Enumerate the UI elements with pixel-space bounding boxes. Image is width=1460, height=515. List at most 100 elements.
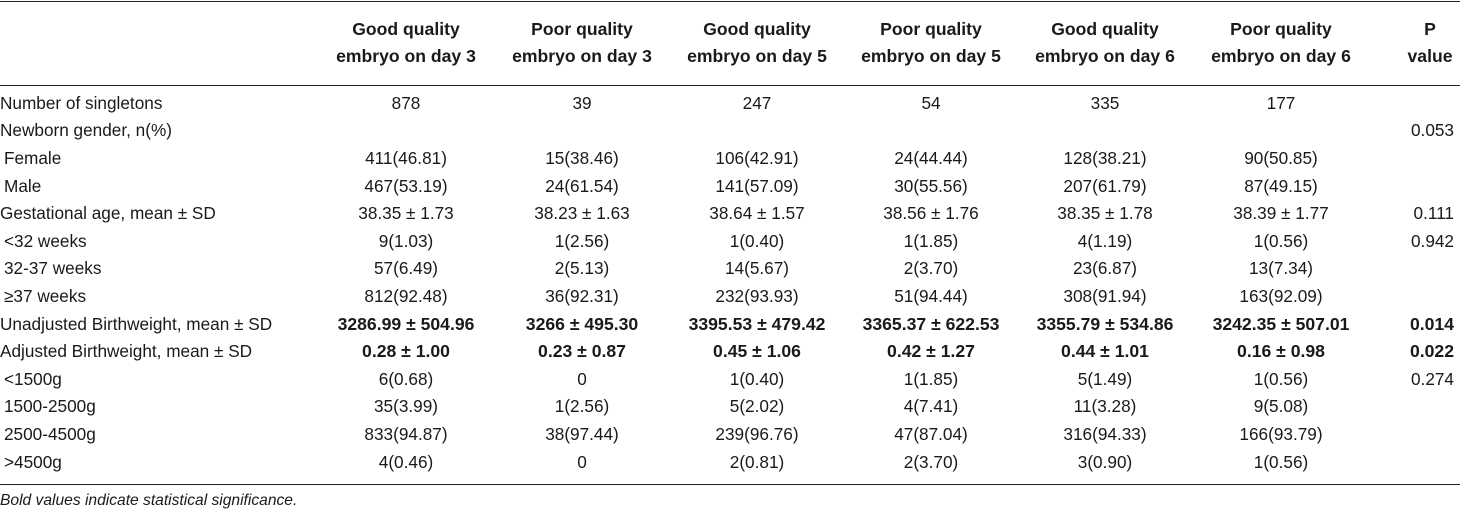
cell-p-value	[1370, 420, 1460, 448]
cell-value: 3266 ± 495.30	[525, 313, 639, 334]
cell-value: 878	[391, 92, 421, 113]
header-col-6: Poor quality embryo on day 6	[1211, 18, 1351, 66]
cell-value: 23(6.87)	[1072, 258, 1138, 279]
cell-value: 2(0.81)	[729, 451, 785, 472]
table-row: Unadjusted Birthweight, mean ± SD 3286.99…	[0, 310, 1460, 338]
cell-value: 54	[921, 92, 941, 113]
cell-value: 0	[577, 368, 587, 389]
cell-value	[318, 117, 494, 145]
row-label: >4500g	[4, 451, 62, 472]
table-row: Newborn gender, n(%) 0.053	[0, 117, 1460, 145]
cell-value: 30(55.56)	[894, 175, 968, 196]
cell-value: 13(7.34)	[1248, 258, 1314, 279]
cell-value: 11(3.28)	[1073, 396, 1137, 417]
cell-value: 3(0.90)	[1077, 451, 1133, 472]
cell-value: 1(0.40)	[729, 368, 785, 389]
cell-value: 90(50.85)	[1244, 147, 1318, 168]
cell-p-value	[1370, 172, 1460, 200]
cell-value: 3355.79 ± 534.86	[1036, 313, 1174, 334]
cell-value: 4(1.19)	[1077, 230, 1133, 251]
table-row: 1500-2500g 35(3.99) 1(2.56) 5(2.02) 4(7.41) 1…	[0, 393, 1460, 421]
results-table: Good quality embryo on day 3 Poor quality…	[0, 18, 1460, 475]
cell-value: 166(93.79)	[1239, 423, 1323, 444]
cell-p-value: 0.942	[1410, 230, 1454, 251]
cell-value: 36(92.31)	[545, 285, 619, 306]
cell-value: 141(57.09)	[715, 175, 799, 196]
cell-value: 247	[742, 92, 772, 113]
cell-value	[844, 117, 1018, 145]
cell-value: 0.23 ± 0.87	[538, 341, 626, 362]
cell-value: 316(94.33)	[1063, 423, 1147, 444]
header-col-4: Poor quality embryo on day 5	[861, 18, 1001, 66]
cell-value: 163(92.09)	[1239, 285, 1323, 306]
cell-p-value	[1370, 144, 1460, 172]
cell-value: 1(1.85)	[903, 368, 959, 389]
cell-value: 57(6.49)	[373, 258, 439, 279]
cell-value: 1(0.56)	[1253, 451, 1309, 472]
table-row: >4500g 4(0.46) 0 2(0.81) 2(3.70) 3(0.90) 1(0.5…	[0, 448, 1460, 476]
table-row: ≥37 weeks 812(92.48) 36(92.31) 232(93.93) 51…	[0, 282, 1460, 310]
header-col-1: Good quality embryo on day 3	[336, 18, 476, 66]
cell-value: 335	[1090, 92, 1120, 113]
table-row: Female 411(46.81) 15(38.46) 106(42.91) 24(44…	[0, 144, 1460, 172]
row-label: Newborn gender, n(%)	[0, 120, 172, 141]
cell-value: 38.35 ± 1.73	[358, 203, 454, 224]
table-body: Number of singletons 878 39 247 54 335 177 Newb…	[0, 89, 1460, 475]
cell-value: 5(1.49)	[1077, 368, 1133, 389]
row-label: 32-37 weeks	[4, 258, 102, 279]
cell-value: 9(5.08)	[1253, 396, 1309, 417]
table-row: 2500-4500g 833(94.87) 38(97.44) 239(96.76) 4…	[0, 420, 1460, 448]
cell-value: 2(3.70)	[903, 451, 959, 472]
cell-value: 1(1.85)	[903, 230, 959, 251]
cell-value: 2(3.70)	[903, 258, 959, 279]
cell-value: 106(42.91)	[715, 147, 799, 168]
cell-value: 3242.35 ± 507.01	[1212, 313, 1350, 334]
cell-value: 38.64 ± 1.57	[709, 203, 805, 224]
row-label: Unadjusted Birthweight, mean ± SD	[0, 313, 273, 334]
header-rule	[0, 85, 1460, 86]
cell-value: 239(96.76)	[715, 423, 799, 444]
cell-value: 38.56 ± 1.76	[883, 203, 979, 224]
cell-value	[1018, 117, 1192, 145]
cell-value: 51(94.44)	[894, 285, 968, 306]
cell-value: 38.35 ± 1.78	[1057, 203, 1153, 224]
row-label: Adjusted Birthweight, mean ± SD	[0, 341, 253, 362]
table-row: Number of singletons 878 39 247 54 335 177	[0, 89, 1460, 117]
cell-value: 1(0.56)	[1253, 230, 1309, 251]
table-row: Gestational age, mean ± SD 38.35 ± 1.73 38…	[0, 199, 1460, 227]
row-label: 1500-2500g	[4, 396, 96, 417]
cell-p-value: 0.111	[1413, 203, 1454, 224]
cell-p-value: 0.022	[1409, 341, 1454, 362]
header-col-2: Poor quality embryo on day 3	[512, 18, 652, 66]
cell-value: 0.28 ± 1.00	[362, 341, 450, 362]
table-row: <1500g 6(0.68) 0 1(0.40) 1(1.85) 5(1.49) 1(0.5…	[0, 365, 1460, 393]
cell-value: 39	[572, 92, 592, 113]
bottom-rule	[0, 484, 1460, 485]
table-row: 32-37 weeks 57(6.49) 2(5.13) 14(5.67) 2(3.70…	[0, 255, 1460, 283]
cell-value: 0.42 ± 1.27	[887, 341, 975, 362]
cell-value: 1(0.56)	[1253, 368, 1309, 389]
cell-value: 207(61.79)	[1063, 175, 1147, 196]
top-rule	[0, 1, 1460, 2]
cell-value: 3286.99 ± 504.96	[337, 313, 475, 334]
cell-value: 467(53.19)	[364, 175, 448, 196]
table-footnote: Bold values indicate statistical signifi…	[0, 492, 298, 509]
cell-value: 38.23 ± 1.63	[534, 203, 630, 224]
table-row: Adjusted Birthweight, mean ± SD 0.28 ± 1.…	[0, 337, 1460, 365]
cell-value: 1(0.40)	[729, 230, 785, 251]
row-label: Male	[4, 175, 42, 196]
cell-value	[670, 117, 844, 145]
cell-p-value	[1370, 255, 1460, 283]
cell-value: 1(2.56)	[554, 230, 610, 251]
cell-value	[494, 117, 670, 145]
header-col-3: Good quality embryo on day 5	[687, 18, 827, 66]
cell-p-value: 0.053	[1410, 120, 1454, 141]
cell-p-value	[1370, 448, 1460, 476]
cell-value: 38(97.44)	[545, 423, 619, 444]
cell-value: 15(38.46)	[545, 147, 619, 168]
row-label: <32 weeks	[4, 230, 87, 251]
cell-value: 6(0.68)	[378, 368, 434, 389]
cell-value: 128(38.21)	[1063, 147, 1147, 168]
